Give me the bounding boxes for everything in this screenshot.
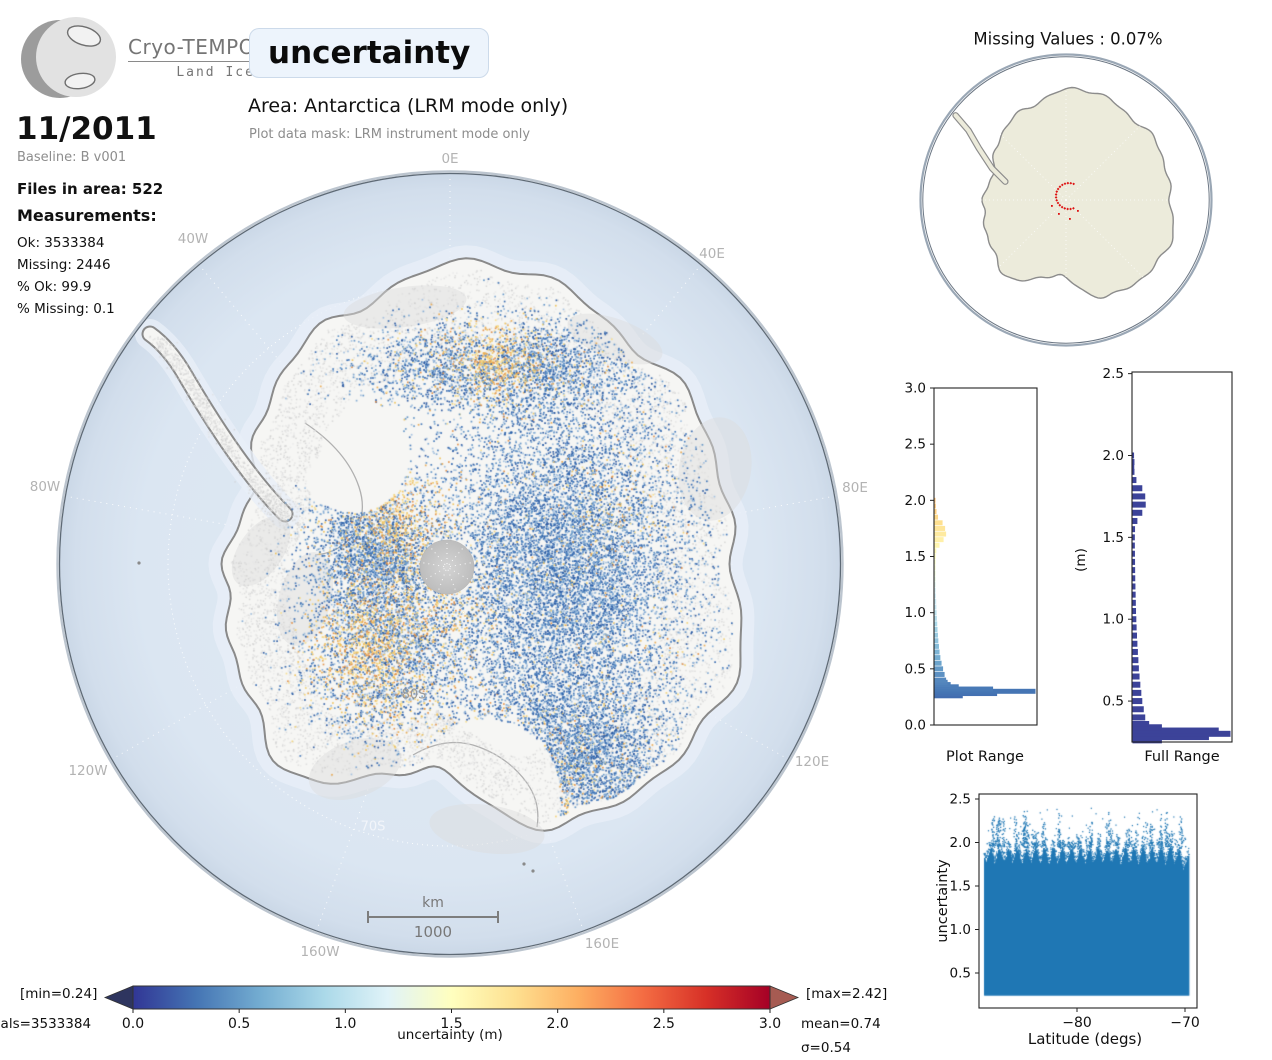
minimap-title: Missing Values : 0.07% <box>973 29 1163 49</box>
svg-text:0.5: 0.5 <box>950 966 971 982</box>
meridian-label-0e: 0E <box>441 151 459 167</box>
meridian-label-40e: 40E <box>699 246 725 262</box>
logo-product: Land Ice <box>176 64 255 80</box>
colorbar-axis-label: uncertainty (m) <box>397 1027 503 1043</box>
svg-text:2.5: 2.5 <box>905 437 926 453</box>
svg-text:3.0: 3.0 <box>905 381 926 397</box>
baseline-label: Baseline: B v001 <box>17 150 127 165</box>
hist-plot-range-label: Plot Range <box>946 749 1024 765</box>
parallel-label-80s: 80S <box>401 687 427 703</box>
hist-full-range: 0.5 1.0 1.5 2.0 2.5 (m) Full Range <box>1073 366 1233 765</box>
svg-text:0.5: 0.5 <box>1103 694 1124 710</box>
hist-full-range-ylabel: (m) <box>1073 548 1089 572</box>
meridian-label-40w: 40W <box>177 231 209 247</box>
svg-text:2.5: 2.5 <box>950 792 971 808</box>
meridian-label-80w: 80W <box>29 479 61 495</box>
colorbar-sigma-label: σ=0.54 <box>801 1040 851 1056</box>
svg-text:1.0: 1.0 <box>1103 612 1124 628</box>
latitude-scatter-points <box>979 794 1197 1008</box>
logo-name: Cryo-TEMPO <box>128 35 255 62</box>
svg-text:0.0: 0.0 <box>905 718 926 734</box>
svg-text:2.5: 2.5 <box>653 1016 675 1032</box>
svg-text:2.5: 2.5 <box>1103 366 1124 382</box>
scatter-ylabel: uncertainty <box>935 859 951 943</box>
scalebar-unit: km <box>422 895 444 911</box>
meridian-label-160e: 160E <box>584 936 620 952</box>
svg-text:1.0: 1.0 <box>334 1016 356 1032</box>
latitude-scatter-axes: 0.5 1.0 1.5 2.0 2.5 −80 −70 uncertainty Latitu… <box>935 792 1200 1049</box>
svg-text:2.0: 2.0 <box>905 493 926 509</box>
colorbar-mean-label: mean=0.74 <box>801 1016 881 1032</box>
svg-text:3.0: 3.0 <box>759 1016 781 1032</box>
meridian-label-80e: 80E <box>842 480 868 496</box>
svg-text:1.5: 1.5 <box>950 879 971 895</box>
svg-text:1.5: 1.5 <box>905 549 926 565</box>
variable-badge: uncertainty <box>249 28 490 78</box>
meridian-label-160w: 160W <box>300 944 340 960</box>
svg-text:1.5: 1.5 <box>440 1016 462 1032</box>
cryo-tempo-logo: Cryo-TEMPO Land Ice <box>16 14 255 100</box>
svg-text:0.5: 0.5 <box>905 661 926 677</box>
svg-text:2.0: 2.0 <box>950 835 971 851</box>
svg-text:1.0: 1.0 <box>905 605 926 621</box>
scalebar-value: 1000 <box>414 923 452 941</box>
svg-text:0.0: 0.0 <box>122 1016 144 1032</box>
meridian-label-120e: 120E <box>794 754 830 770</box>
svg-text:0.5: 0.5 <box>228 1016 250 1032</box>
antarctica-map-overlay: km 1000 <box>56 170 844 958</box>
svg-text:1.0: 1.0 <box>950 922 971 938</box>
colorbar-max-label: [max=2.42] <box>806 986 888 1002</box>
svg-text:−70: −70 <box>1170 1015 1200 1031</box>
svg-text:2.0: 2.0 <box>547 1016 569 1032</box>
area-subtitle: Plot data mask: LRM instrument mode only <box>249 127 531 142</box>
meridian-label-120w: 120W <box>68 763 108 779</box>
area-title: Area: Antarctica (LRM mode only) <box>248 95 569 117</box>
hist-plot-range: 0.0 0.5 1.0 1.5 2.0 2.5 3.0 Plot Range <box>905 381 1038 765</box>
uncertainty-colorbar: 0.0 0.5 1.0 1.5 2.0 2.5 3.0 uncertainty (m) <box>103 985 800 1043</box>
missing-values-minimap <box>919 53 1213 347</box>
parallel-label-70s: 70S <box>360 819 386 835</box>
svg-text:1.5: 1.5 <box>1103 530 1124 546</box>
svg-text:2.0: 2.0 <box>1103 448 1124 464</box>
hist-full-range-label: Full Range <box>1144 749 1219 765</box>
colorbar-nvals-label: nvals=3533384 <box>0 1016 92 1032</box>
scatter-xlabel: Latitude (degs) <box>1028 1030 1142 1048</box>
map-scalebar: km 1000 <box>367 895 499 941</box>
globe-crescent-icon <box>21 17 116 98</box>
period-label: 11/2011 <box>16 111 157 147</box>
svg-text:−80: −80 <box>1062 1015 1092 1031</box>
colorbar-min-label: [min=0.24] <box>20 986 98 1002</box>
